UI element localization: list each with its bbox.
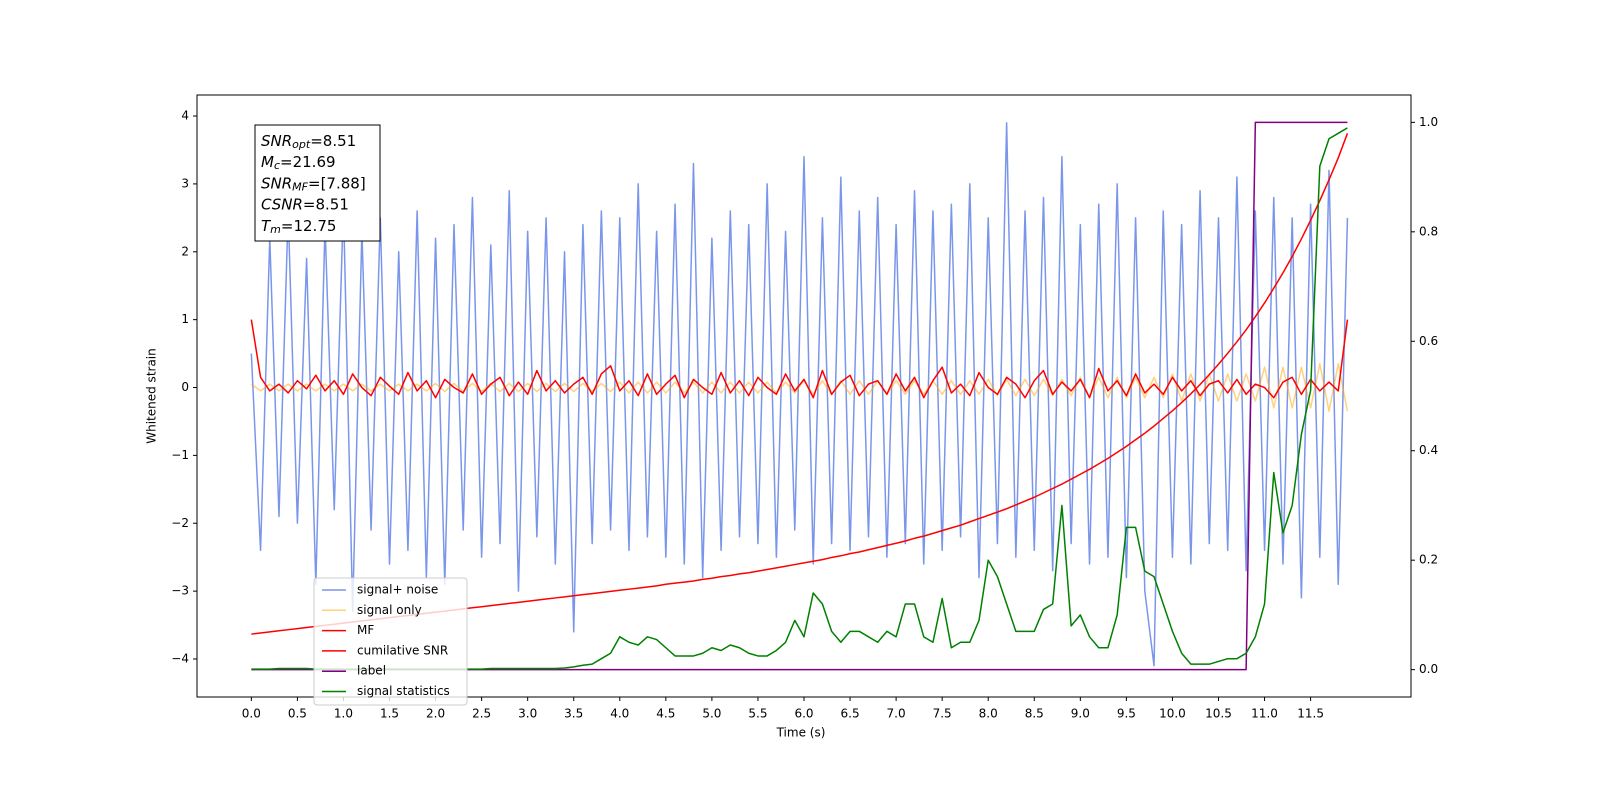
x-tick-label: 3.0 <box>518 707 537 721</box>
y2-tick-label: 0.2 <box>1419 553 1438 567</box>
series-line <box>250 319 1349 399</box>
y-tick-label: 0 <box>181 380 189 394</box>
annotation-line: CSNR=8.51 <box>261 195 349 213</box>
legend-label: cumilative SNR <box>357 643 448 657</box>
x-tick-label: 0.5 <box>288 707 307 721</box>
legend-label: label <box>357 664 386 678</box>
annotation-line: SNRMF=[7.88] <box>261 174 366 194</box>
x-tick-label: 5.0 <box>702 707 721 721</box>
annotation-subscript: m <box>270 223 281 236</box>
annotation-symbol: SNR <box>261 132 292 150</box>
x-tick-label: 11.5 <box>1297 707 1324 721</box>
annotation-line: Tm=12.75 <box>261 216 336 236</box>
annotation-line: Mc=21.69 <box>261 153 336 173</box>
x-tick-label: 7.5 <box>933 707 952 721</box>
x-tick-label: 4.0 <box>610 707 629 721</box>
y-tick-label: −2 <box>171 516 189 530</box>
y-tick-label: −1 <box>171 448 189 462</box>
x-tick-label: 9.0 <box>1071 707 1090 721</box>
y-tick-label: −3 <box>171 584 189 598</box>
annotation-subscript: c <box>274 159 280 172</box>
y-tick-label: 4 <box>181 109 189 123</box>
x-tick-label: 2.0 <box>426 707 445 721</box>
legend-label: MF <box>357 623 374 637</box>
series-line <box>250 122 1349 667</box>
y2-tick-label: 0.8 <box>1419 224 1438 238</box>
x-tick-label: 10.0 <box>1159 707 1186 721</box>
annotation-value: =21.69 <box>280 153 336 171</box>
y-tick-label: 2 <box>181 244 189 258</box>
y-tick-label: 1 <box>181 312 189 326</box>
legend-label: signal+ noise <box>357 583 438 597</box>
x-tick-label: 0.0 <box>242 707 261 721</box>
y2-tick-label: 0.0 <box>1419 662 1438 676</box>
x-tick-label: 10.5 <box>1205 707 1232 721</box>
x-axis-label: Time (s) <box>776 726 826 740</box>
annotation-symbol: M <box>261 153 274 171</box>
x-tick-label: 1.5 <box>380 707 399 721</box>
annotation-symbol: CSNR <box>261 195 303 213</box>
x-tick-label: 9.5 <box>1117 707 1136 721</box>
x-tick-label: 4.5 <box>656 707 675 721</box>
annotation-subscript: MF <box>292 180 308 193</box>
legend-box <box>313 577 468 706</box>
annotation-symbol: SNR <box>261 174 292 192</box>
y-tick-label: 3 <box>181 176 189 190</box>
x-tick-label: 8.0 <box>979 707 998 721</box>
x-tick-label: 11.0 <box>1251 707 1278 721</box>
annotation-value: =12.75 <box>281 216 337 234</box>
x-tick-label: 6.5 <box>841 707 860 721</box>
legend-label: signal only <box>357 603 422 617</box>
annotation-box <box>254 124 381 242</box>
y-axis-label: Whitened strain <box>145 348 159 444</box>
x-tick-label: 3.5 <box>564 707 583 721</box>
x-tick-label: 7.0 <box>887 707 906 721</box>
y2-tick-label: 1.0 <box>1419 115 1438 129</box>
x-tick-label: 1.0 <box>334 707 353 721</box>
x-tick-label: 6.0 <box>794 707 813 721</box>
annotation-symbol: T <box>261 216 272 234</box>
y2-tick-label: 0.6 <box>1419 334 1438 348</box>
x-tick-label: 5.5 <box>748 707 767 721</box>
x-tick-label: 8.5 <box>1025 707 1044 721</box>
x-tick-label: 2.5 <box>472 707 491 721</box>
annotation-line: SNRopt=8.51 <box>261 132 356 152</box>
annotation-subscript: opt <box>292 138 311 151</box>
legend-label: signal statistics <box>357 684 450 698</box>
annotation-value: =8.51 <box>310 132 356 150</box>
y2-tick-label: 0.4 <box>1419 443 1438 457</box>
annotation-value: =[7.88] <box>308 174 366 192</box>
y-tick-label: −4 <box>171 651 189 665</box>
annotation-value: =8.51 <box>303 195 349 213</box>
series-line <box>250 363 1349 413</box>
